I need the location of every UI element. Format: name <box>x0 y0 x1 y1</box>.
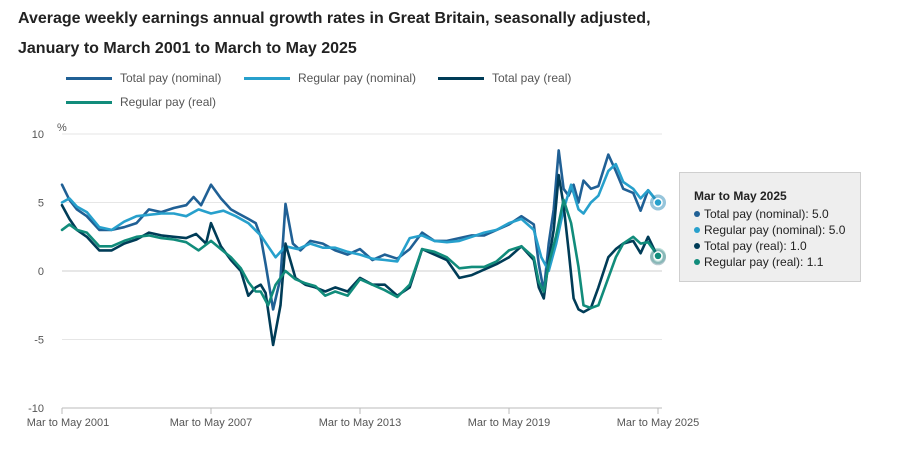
series-line-0 <box>60 149 660 311</box>
legend-swatch-total-real <box>438 76 484 80</box>
tooltip-row-label: Total pay (real): 1.0 <box>704 239 807 253</box>
tooltip-row-total-real: Total pay (real): 1.0 <box>694 238 846 254</box>
legend-label-total-real: Total pay (real) <box>492 71 572 85</box>
tooltip-row-label: Regular pay (nominal): 5.0 <box>704 223 846 237</box>
tooltip-dot <box>694 210 700 217</box>
x-tick-label: Mar to May 2019 <box>468 417 551 429</box>
legend-label-regular-real: Regular pay (real) <box>120 95 217 109</box>
tooltip: Mar to May 2025 Total pay (nominal): 5.0… <box>679 172 861 282</box>
end-marker-point <box>653 251 663 261</box>
x-tick-label: Mar to May 2025 <box>617 417 700 429</box>
y-tick-label: 0 <box>38 266 44 278</box>
legend-item-total-real[interactable]: Total pay (real) <box>438 70 571 86</box>
tooltip-dot <box>694 258 700 265</box>
legend-swatch-regular-real <box>66 100 112 104</box>
tooltip-row-label: Regular pay (real): 1.1 <box>704 255 824 269</box>
legend: Total pay (nominal) Regular pay (nominal… <box>66 70 626 114</box>
legend-label-total-nominal: Total pay (nominal) <box>120 71 222 85</box>
legend-swatch-total-nominal <box>66 76 112 80</box>
series-line-2 <box>60 173 660 347</box>
tooltip-row-regular-nominal: Regular pay (nominal): 5.0 <box>694 222 846 238</box>
y-tick-label: -10 <box>28 403 44 415</box>
chart-title: Average weekly earnings annual growth ra… <box>18 10 651 57</box>
legend-item-regular-nominal[interactable]: Regular pay (nominal) <box>244 70 416 86</box>
x-tick-label: Mar to May 2007 <box>170 417 253 429</box>
end-marker-point <box>653 197 663 208</box>
series-lines <box>60 149 660 347</box>
tooltip-title: Mar to May 2025 <box>694 189 787 203</box>
tooltip-dot <box>694 242 700 249</box>
y-axis-unit: % <box>57 122 67 134</box>
legend-swatch-regular-nominal <box>244 76 290 80</box>
tooltip-row-total-nominal: Total pay (nominal): 5.0 <box>694 206 846 222</box>
legend-item-total-nominal[interactable]: Total pay (nominal) <box>66 70 221 86</box>
y-tick-label: 10 <box>32 129 44 141</box>
y-tick-label: 5 <box>38 198 44 210</box>
legend-item-regular-real[interactable]: Regular pay (real) <box>66 94 216 110</box>
series-line-3 <box>60 198 660 310</box>
y-tick-label: -5 <box>34 335 44 347</box>
series-line-1 <box>60 162 660 273</box>
tooltip-dot <box>694 226 700 233</box>
end-markers <box>650 194 666 266</box>
x-tick-label: Mar to May 2013 <box>319 417 402 429</box>
tooltip-row-label: Total pay (nominal): 5.0 <box>704 207 829 221</box>
x-tick-label: Mar to May 2001 <box>27 417 110 429</box>
tooltip-row-regular-real: Regular pay (real): 1.1 <box>694 254 846 270</box>
axis-ticks: 10 5 0 -5 -10 Mar to May 2001 Mar to May 2007 M… <box>27 129 700 429</box>
legend-label-regular-nominal: Regular pay (nominal) <box>298 71 417 85</box>
